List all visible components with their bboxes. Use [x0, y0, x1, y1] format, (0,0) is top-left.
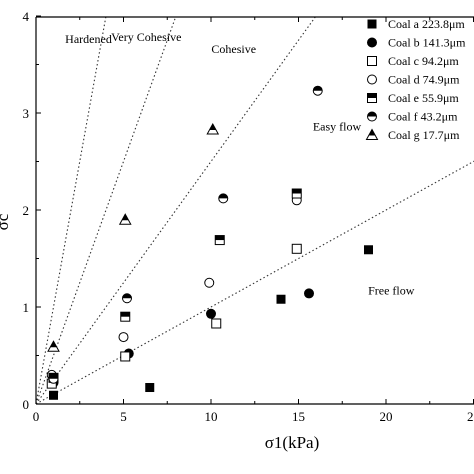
legend-marker — [367, 74, 377, 85]
marker-shape — [276, 294, 286, 304]
data-point — [291, 188, 302, 199]
marker-shape — [291, 243, 302, 254]
data-point — [120, 311, 131, 322]
marker-fill — [218, 193, 228, 199]
legend-marker — [367, 111, 377, 122]
legend-label: Coal c 94.2μm — [388, 54, 459, 68]
marker-fill — [367, 93, 377, 98]
y-tick-label: 0 — [23, 397, 30, 412]
axes: 0 5 10 15 20 25 0 1 2 3 4 — [23, 9, 474, 424]
marker-fill — [50, 341, 57, 348]
marker-shape — [49, 390, 58, 400]
y-tick-label: 3 — [23, 106, 30, 121]
marker-fill — [215, 235, 225, 241]
region-label: Free flow — [368, 283, 415, 297]
marker-shape — [367, 56, 377, 66]
region-labels: Hardened Very Cohesive Cohesive Easy flow Fr… — [65, 30, 415, 297]
region-label: Very Cohesive — [111, 30, 181, 44]
x-tick-label: 25 — [467, 409, 474, 424]
data-point — [364, 245, 373, 255]
x-tick-label: 5 — [120, 409, 127, 424]
marker-shape — [204, 277, 215, 288]
marker-fill — [49, 374, 58, 379]
marker-shape — [364, 245, 373, 255]
marker-fill — [292, 189, 302, 194]
marker-fill — [120, 312, 130, 317]
marker-shape — [118, 332, 129, 343]
legend-label: Coal e 55.9μm — [388, 91, 459, 105]
x-tick-label: 0 — [33, 409, 40, 424]
data-point — [206, 122, 220, 135]
region-label: Hardened — [65, 32, 112, 46]
data-point — [118, 332, 129, 343]
x-axis-title: σ1(kPa) — [265, 433, 320, 452]
marker-shape — [145, 383, 155, 393]
x-tick-label: 10 — [205, 409, 218, 424]
marker-fill — [122, 293, 132, 299]
data-point — [211, 318, 222, 329]
data-point — [49, 390, 58, 400]
boundary-line — [36, 17, 316, 404]
marker-shape — [367, 19, 377, 29]
data-point — [291, 243, 302, 254]
legend-marker — [367, 37, 377, 48]
region-label: Cohesive — [211, 42, 256, 56]
y-tick-label: 1 — [23, 300, 30, 315]
data-point — [218, 193, 229, 204]
marker-shape — [211, 318, 222, 329]
legend-label: Coal d 74.9μm — [388, 73, 460, 87]
data-point — [276, 294, 286, 304]
data-points — [46, 85, 373, 400]
data-point — [120, 351, 131, 362]
y-axis-title: σc — [0, 213, 12, 230]
marker-shape — [120, 351, 131, 362]
legend-label: Coal g 17.7μm — [388, 128, 460, 142]
y-tick-label: 2 — [23, 203, 30, 218]
marker-fill — [313, 86, 323, 91]
data-point — [312, 85, 323, 96]
legend-label: Coal a 223.8μm — [388, 17, 465, 31]
marker-fill — [121, 214, 129, 221]
data-point — [214, 235, 225, 246]
legend: Coal a 223.8μm Coal b 141.3μm Coal c 94.2μ… — [365, 17, 466, 142]
marker-fill — [368, 129, 376, 136]
marker-fill — [209, 123, 217, 130]
boundary-line — [36, 160, 474, 404]
marker-shape — [367, 37, 377, 48]
marker-shape — [206, 308, 216, 319]
x-tick-label: 15 — [292, 409, 305, 424]
legend-marker — [365, 128, 379, 140]
data-point — [122, 293, 132, 304]
legend-marker — [367, 93, 377, 103]
legend-marker — [367, 56, 377, 66]
legend-marker — [367, 19, 377, 29]
y-tick-label: 4 — [23, 9, 30, 24]
data-point — [48, 373, 59, 384]
data-point — [304, 288, 314, 299]
x-tick-label: 20 — [380, 409, 393, 424]
marker-shape — [304, 288, 314, 299]
data-point — [145, 383, 155, 393]
marker-shape — [367, 74, 377, 85]
data-point — [204, 277, 215, 288]
data-point — [206, 308, 216, 319]
legend-label: Coal f 43.2μm — [388, 110, 458, 124]
data-point — [47, 340, 60, 352]
data-point — [118, 213, 132, 225]
region-label: Easy flow — [313, 119, 362, 133]
marker-fill — [367, 112, 377, 117]
legend-label: Coal b 141.3μm — [388, 36, 466, 50]
